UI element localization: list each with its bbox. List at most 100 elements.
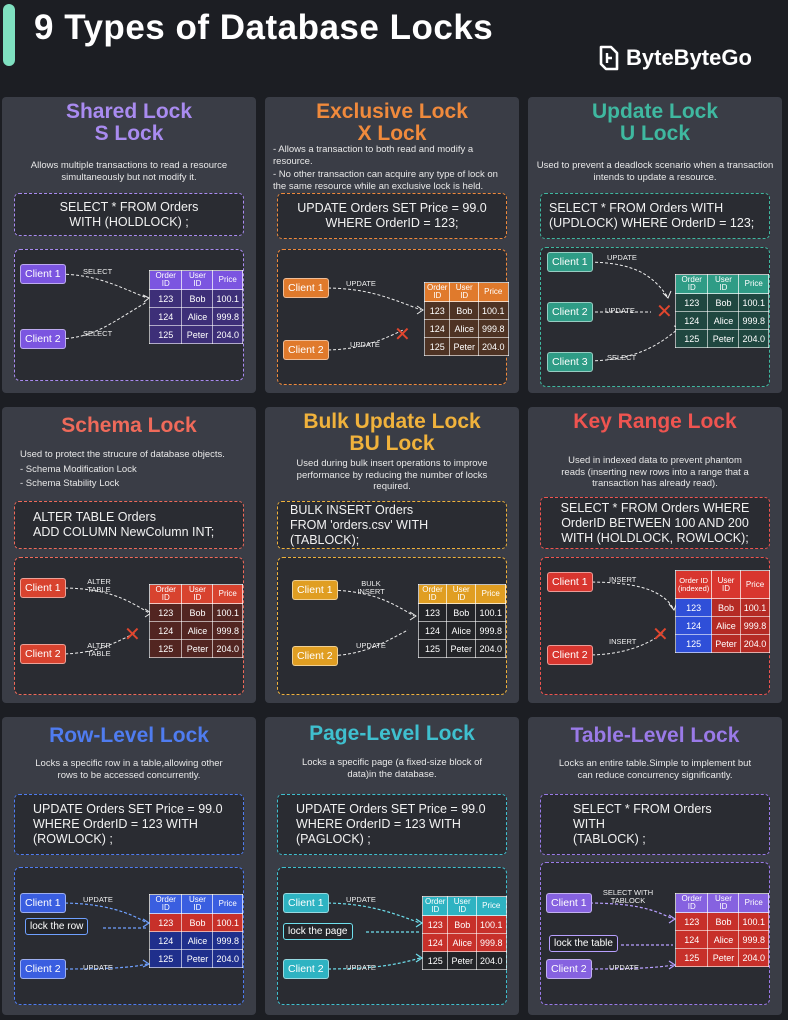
blocked-x-icon: ✕ (124, 624, 141, 646)
card-title: Key Range Lock (528, 411, 782, 433)
table-cell: 100.1 (739, 598, 771, 617)
orders-table: Order ID User ID Price 123 Bob 100.1 124 Alic… (421, 896, 507, 970)
table-cell: Peter (447, 951, 477, 970)
table-cell: 204.0 (477, 337, 509, 356)
table-row: 125 Peter 204.0 (421, 951, 507, 970)
table-cell: 123 (417, 603, 448, 622)
table-cell: 999.8 (739, 616, 771, 635)
col-header: Price (212, 584, 243, 604)
table-cell: 100.1 (212, 289, 243, 308)
card-title: Row-Level Lock (2, 725, 256, 747)
sql-line: FROM 'orders.csv' WITH (TABLOCK); (290, 517, 429, 547)
table-row: 124 Alice 999.8 (674, 311, 769, 330)
card-description: Used during bulk insert operations to im… (296, 458, 488, 492)
table-row: 124 Alice 999.8 (423, 319, 509, 338)
action-label: UPDATE (609, 963, 639, 972)
blocked-x-icon: ✕ (652, 624, 669, 646)
table-cell: 123 (674, 912, 709, 931)
card-title: Exclusive Lock X Lock (265, 101, 519, 145)
action-label: UPDATE (356, 641, 386, 650)
action-label: SELECT (83, 329, 113, 338)
sql-line: (ROWLOCK) ; (33, 832, 113, 846)
action-label: UPDATE (605, 306, 635, 315)
sql-line: SELECT * FROM Orders WITH (573, 802, 712, 831)
client-1: Client 1 (283, 278, 329, 298)
bytebytego-logo-icon (599, 45, 619, 71)
table-cell: 123 (421, 915, 449, 934)
card-schema-lock: Schema Lock Used to protect the strucure… (2, 407, 256, 703)
col-header: Order ID (423, 282, 451, 302)
action-label: SELECT (83, 267, 113, 276)
table-row: 123 Bob 100.1 (674, 912, 769, 931)
col-header: Order ID (674, 274, 709, 294)
orders-table: Order ID User ID Price 123 Bob 100.1 124 Alic… (674, 893, 769, 967)
lock-row-label: lock the row (25, 918, 89, 935)
table-cell: 125 (674, 329, 709, 348)
card-shared-lock: Shared Lock S Lock Allows multiple trans… (2, 97, 256, 393)
card-title: Bulk Update Lock BU Lock (265, 411, 519, 455)
table-cell: Alice (449, 319, 479, 338)
sql-line: UPDATE Orders SET Price = 99.0 (296, 802, 486, 816)
table-cell: Bob (181, 289, 214, 308)
client-2: Client 2 (292, 646, 338, 666)
col-header: Order ID (417, 584, 448, 604)
table-cell: 123 (674, 293, 709, 312)
desc-line: - Schema Modification Lock (20, 463, 137, 475)
sql-line: (UPDLOCK) WHERE OrderID = 123; (549, 216, 755, 230)
lock-diagram: ✕ Client 1 Client 2 Client 3 UPDATE UPDA… (540, 247, 770, 387)
card-description: Locks a specific row in a table,allowing… (35, 758, 223, 781)
table-row: 123 Bob 100.1 (421, 915, 507, 934)
client-2: Client 2 (547, 302, 593, 322)
brand-logo: ByteByteGo (598, 44, 752, 72)
table-cell: Bob (181, 603, 214, 622)
table-cell: 999.8 (212, 621, 243, 640)
client-1: Client 1 (20, 264, 66, 284)
table-row: 125 Peter 204.0 (417, 639, 506, 658)
table-cell: Bob (707, 293, 740, 312)
table-cell: 204.0 (738, 948, 769, 967)
col-header: Order ID (421, 896, 449, 916)
col-header: Price (477, 282, 509, 302)
table-row: 123 Bob 100.1 (148, 289, 243, 308)
table-cell: Alice (711, 616, 741, 635)
table-cell: 999.8 (212, 931, 243, 950)
sql-code-box: BULK INSERT Orders FROM 'orders.csv' WIT… (277, 501, 507, 549)
table-row: 125 Peter 204.0 (148, 325, 243, 344)
col-header: Order ID (148, 894, 183, 914)
sql-line: ADD COLUMN NewColumn INT; (33, 525, 215, 539)
orders-table: Order ID User ID Price 123 Bob 100.1 124 Alic… (417, 584, 506, 658)
col-header: Price (475, 584, 506, 604)
table-cell: 125 (423, 337, 451, 356)
table-cell: Bob (449, 301, 479, 320)
table-cell: 124 (148, 931, 183, 950)
sql-line: (TABLOCK) ; (573, 832, 646, 846)
card-title-line2: U Lock (619, 122, 690, 145)
sql-code-box: UPDATE Orders SET Price = 99.0 WHERE Ord… (14, 794, 244, 855)
table-cell: Alice (707, 311, 740, 330)
client-1: Client 1 (546, 893, 592, 913)
col-header: User ID (181, 270, 214, 290)
table-cell: 123 (148, 289, 183, 308)
col-header: Order ID (indexed) (674, 570, 713, 599)
table-cell: 999.8 (212, 307, 243, 326)
card-title-line1: Update Lock (591, 100, 719, 123)
col-header: User ID (707, 274, 740, 294)
table-row: 124 Alice 999.8 (674, 930, 769, 949)
table-cell: 999.8 (738, 930, 769, 949)
client-1: Client 1 (283, 893, 329, 913)
table-cell: Bob (446, 603, 477, 622)
col-header: Price (738, 893, 769, 913)
table-cell: Alice (446, 621, 477, 640)
table-cell: 100.1 (212, 913, 243, 932)
action-label: INSERT (609, 575, 637, 584)
card-table-level-lock: Table-Level Lock Locks an entire table.S… (528, 717, 782, 1015)
card-title-line1: Key Range Lock (573, 410, 737, 433)
card-description: Locks a specific page (a fixed-size bloc… (301, 757, 483, 780)
col-header: User ID (181, 894, 214, 914)
table-cell: 100.1 (477, 301, 509, 320)
table-cell: Peter (711, 634, 741, 653)
sql-line: ALTER TABLE Orders (33, 510, 156, 524)
table-cell: 100.1 (475, 915, 507, 934)
sql-line: UPDATE Orders SET Price = 99.0 (297, 201, 487, 215)
sql-line: OrderID BETWEEN 100 AND 200 (561, 515, 749, 530)
